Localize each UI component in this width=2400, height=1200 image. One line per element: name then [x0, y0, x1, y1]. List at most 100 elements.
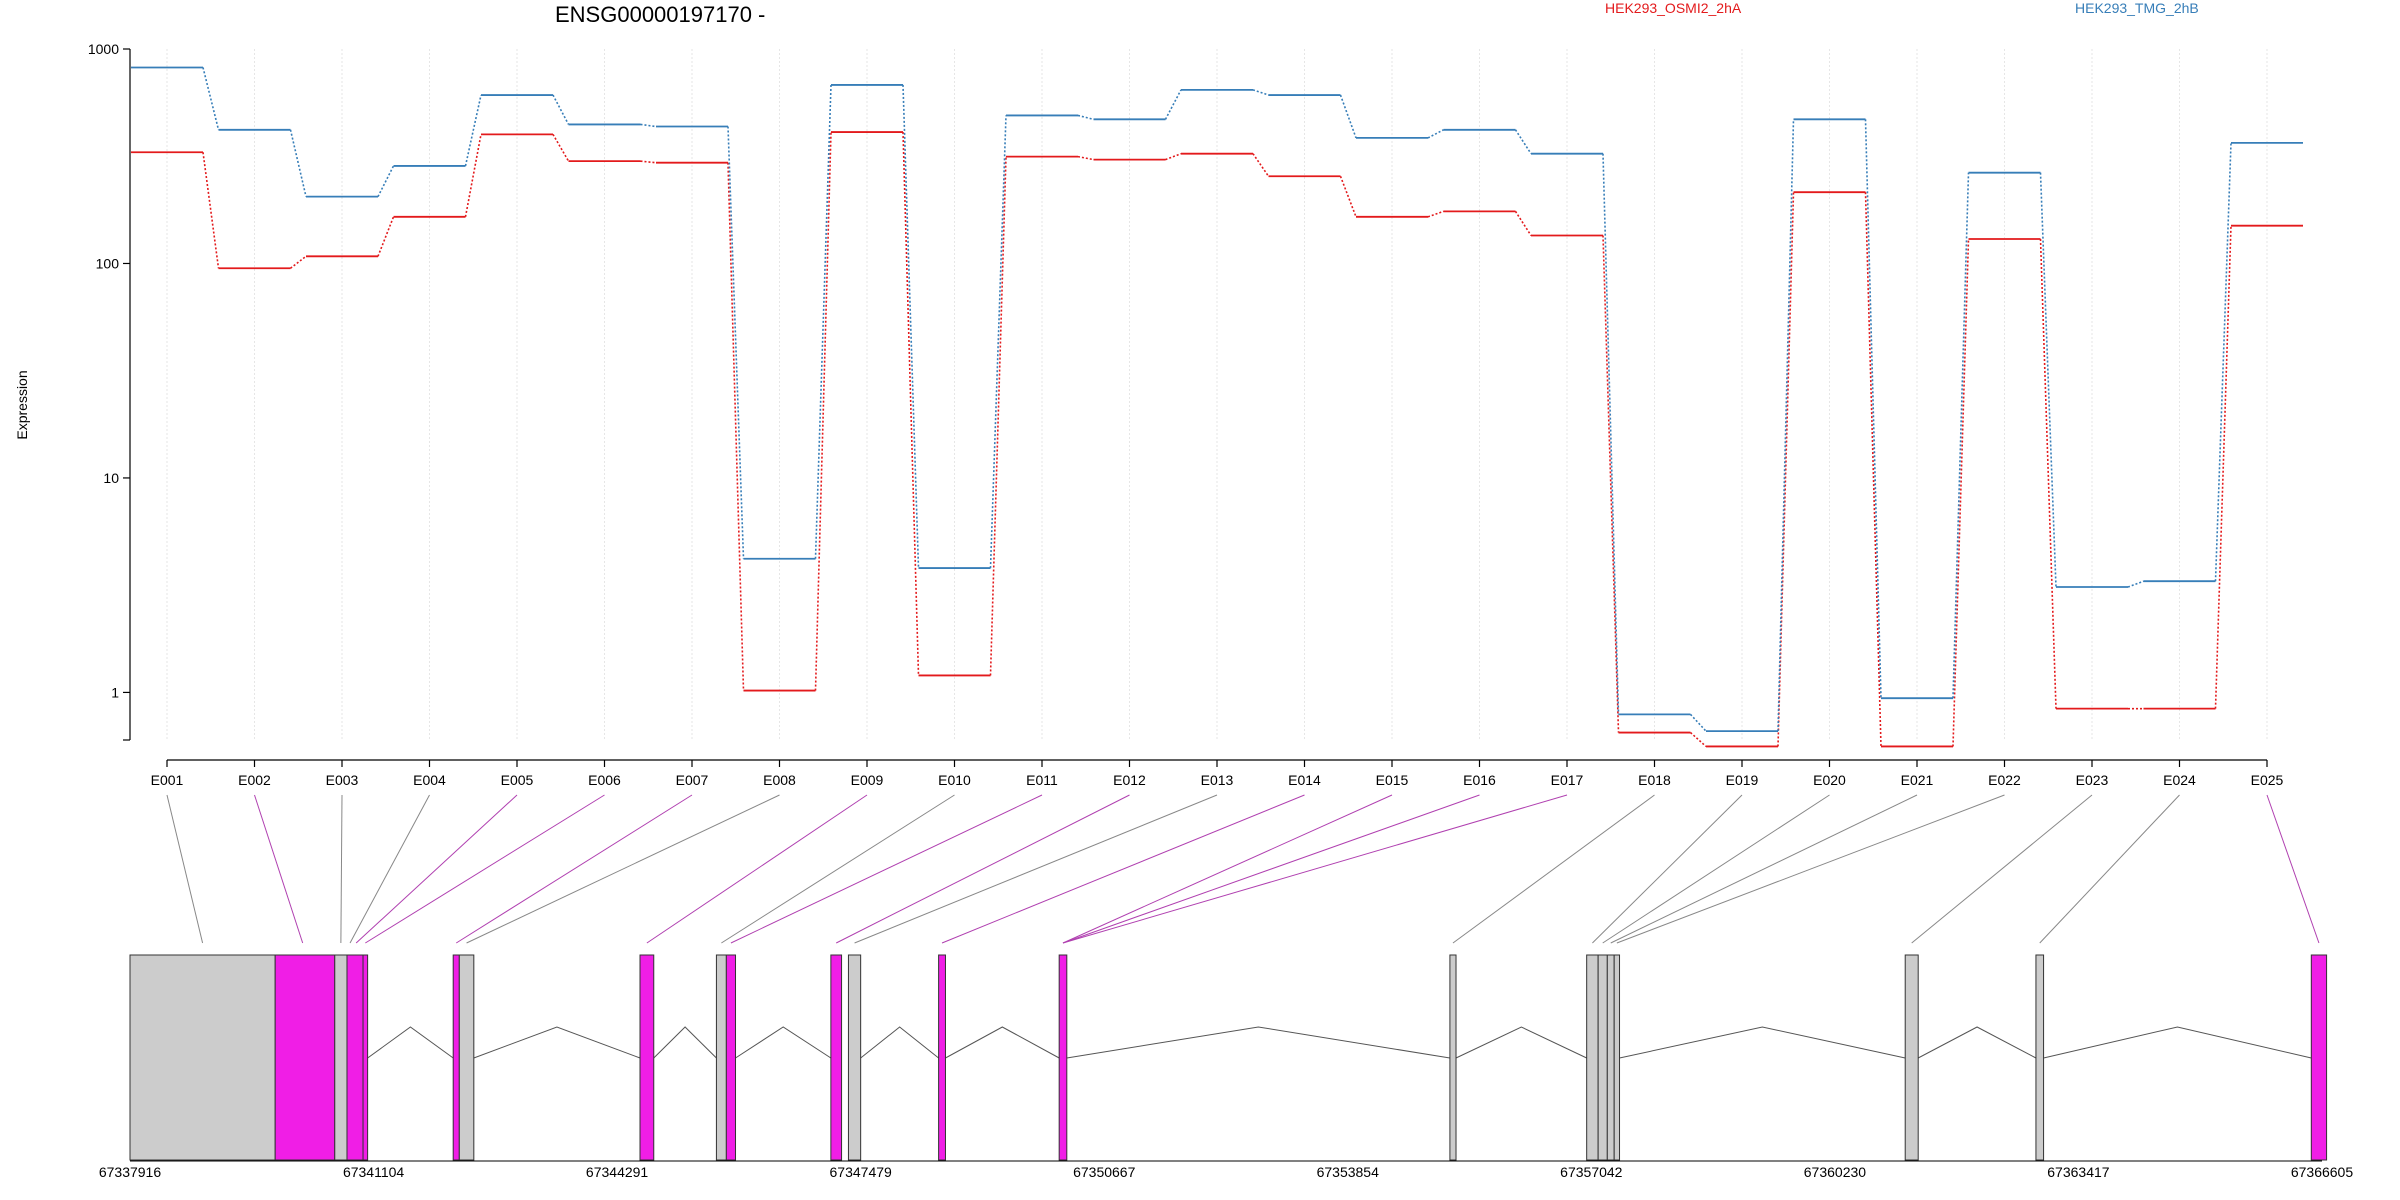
- connector: [2214, 225, 2232, 709]
- x-tick-label: E013: [1201, 772, 1234, 788]
- bin-to-exon-connector: [355, 794, 518, 944]
- connector: [902, 132, 920, 676]
- connector: [202, 152, 220, 269]
- connector: [464, 94, 482, 167]
- bin-to-exon-connector: [2039, 794, 2180, 944]
- x-tick-label: E011: [1026, 772, 1058, 788]
- x-tick-label: E010: [938, 772, 971, 788]
- x-tick-label: E008: [763, 772, 796, 788]
- intron-line: [1619, 1026, 1906, 1059]
- bin-to-exon-connector: [254, 794, 304, 944]
- genomic-tick-label: 67341104: [343, 1164, 404, 1180]
- connector: [1252, 89, 1269, 96]
- connector: [1077, 114, 1094, 121]
- connector: [727, 126, 745, 559]
- connector: [1427, 129, 1444, 139]
- bin-to-exon-connector: [1911, 794, 2093, 944]
- genomic-tick-label: 67344291: [586, 1164, 649, 1180]
- genomic-tick-label: 67337916: [99, 1164, 162, 1180]
- connector: [552, 133, 570, 162]
- y-axis-label: Expression: [14, 370, 30, 439]
- chart-title: ENSG00000197170 -: [555, 2, 766, 27]
- genomic-tick-label: 67353854: [1317, 1164, 1380, 1180]
- x-tick-label: E005: [501, 772, 534, 788]
- y-tick-label: 10: [103, 470, 119, 486]
- connector: [1602, 235, 1620, 733]
- bin-to-exon-connector: [1592, 794, 1743, 944]
- exon-block: [362, 954, 369, 1161]
- connector: [202, 67, 220, 130]
- exon-block: [1606, 954, 1615, 1161]
- bin-to-exon-connector: [721, 794, 955, 944]
- exon-block: [1449, 954, 1457, 1161]
- x-tick-label: E015: [1376, 772, 1409, 788]
- exon-block: [1613, 954, 1621, 1161]
- bin-to-exon-connector: [1616, 794, 2005, 944]
- connector: [1689, 713, 1707, 732]
- x-tick-label: E020: [1813, 772, 1846, 788]
- x-tick-label: E023: [2076, 772, 2109, 788]
- bin-to-exon-connector: [365, 794, 605, 944]
- connector: [290, 255, 307, 269]
- connector: [552, 94, 570, 125]
- intron-line: [2043, 1026, 2312, 1059]
- exon-block: [452, 954, 460, 1161]
- connector: [902, 84, 920, 569]
- series-b: [131, 66, 2303, 733]
- connector: [814, 84, 832, 559]
- intron-line: [945, 1026, 1060, 1059]
- bin-to-exon-connector: [455, 794, 693, 944]
- x-tick-label: E018: [1638, 772, 1671, 788]
- connector: [1077, 155, 1094, 161]
- bin-to-exon-connector: [646, 794, 868, 944]
- connector: [989, 156, 1007, 676]
- x-tick-label: E019: [1726, 772, 1759, 788]
- intron-line: [473, 1026, 641, 1059]
- bin-to-exon-connector: [466, 794, 780, 944]
- connector: [640, 123, 657, 128]
- exon-block: [1586, 954, 1599, 1161]
- connector: [1602, 153, 1620, 715]
- connector: [1252, 153, 1270, 177]
- x-tick-label: E012: [1113, 772, 1146, 788]
- connector: [1164, 89, 1182, 120]
- bin-to-exon-connector: [166, 794, 204, 944]
- bin-to-exon-connector: [1452, 794, 1655, 944]
- exon-block: [938, 954, 946, 1161]
- connector: [1952, 239, 1970, 747]
- x-tick-label: E025: [2251, 772, 2284, 788]
- bin-to-exon-connector: [1062, 794, 1480, 944]
- bin-to-exon-connector: [2266, 794, 2320, 944]
- genomic-tick-label: 67366605: [2291, 1164, 2354, 1180]
- bin-to-exon-connector: [854, 794, 1218, 944]
- bin-to-exon-connector: [1610, 794, 1918, 944]
- connector: [2039, 239, 2057, 709]
- connector: [1339, 175, 1357, 218]
- x-tick-label: E014: [1288, 772, 1321, 788]
- connector: [1952, 172, 1970, 699]
- connector: [1689, 731, 1707, 748]
- intron-line: [367, 1026, 454, 1059]
- exon-block: [639, 954, 655, 1161]
- exon-block: [2035, 954, 2045, 1161]
- bin-to-exon-connector: [1062, 794, 1568, 944]
- exon-block: [1904, 954, 1919, 1161]
- bin-to-exon-connector: [835, 794, 1130, 944]
- connector: [1514, 129, 1532, 155]
- intron-line: [1455, 1026, 1587, 1059]
- exon-block: [1597, 954, 1608, 1161]
- exon-block: [715, 954, 727, 1161]
- intron-line: [1066, 1026, 1450, 1059]
- intron-line: [1917, 1026, 2037, 1059]
- exon-block: [1058, 954, 1068, 1161]
- exon-block: [129, 954, 276, 1161]
- connector: [1864, 119, 1882, 699]
- intron-line: [653, 1026, 717, 1059]
- x-tick-label: E006: [588, 772, 621, 788]
- y-tick-label: 1000: [88, 41, 119, 57]
- connector: [1514, 210, 1532, 236]
- connector: [1165, 152, 1182, 161]
- x-tick-label: E017: [1551, 772, 1584, 788]
- connector: [814, 132, 832, 691]
- connector: [464, 134, 482, 217]
